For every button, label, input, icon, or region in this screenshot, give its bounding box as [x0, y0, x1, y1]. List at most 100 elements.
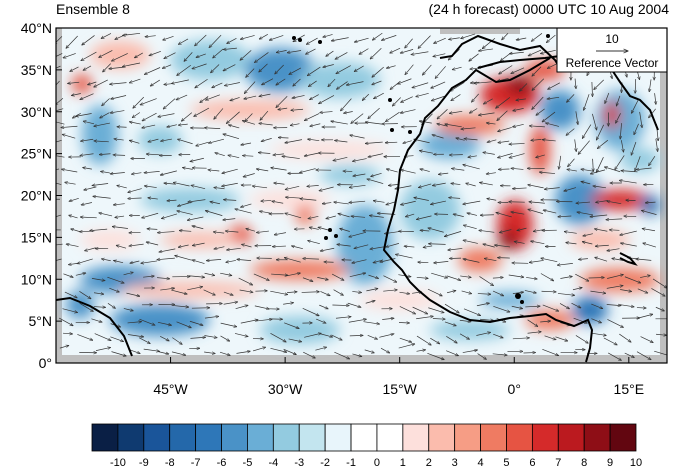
wind-vector — [476, 332, 490, 336]
wind-vector — [590, 214, 608, 217]
wind-vector — [636, 167, 652, 170]
wind-vector — [416, 316, 433, 320]
wind-vector — [498, 153, 513, 157]
wind-vector — [631, 98, 640, 114]
wind-vector — [304, 113, 320, 120]
wind-vector — [284, 258, 301, 263]
wind-vector — [326, 50, 334, 56]
wind-vector — [479, 319, 493, 320]
wind-vector — [288, 338, 302, 342]
wind-vector — [606, 219, 623, 220]
wind-vector — [225, 231, 239, 232]
wind-vector — [353, 173, 366, 176]
wind-vector — [513, 108, 524, 110]
wind-vector — [80, 153, 94, 156]
wind-vector — [431, 272, 447, 278]
wind-vector — [381, 35, 397, 40]
wind-vector — [398, 344, 415, 349]
wind-vector — [582, 124, 592, 139]
wind-vector — [512, 292, 524, 294]
wind-vector — [261, 200, 272, 201]
wind-vector — [322, 203, 332, 204]
wind-vector — [224, 200, 237, 201]
wind-vector — [271, 274, 288, 275]
wind-vector — [94, 79, 108, 87]
wind-vector — [83, 167, 92, 169]
colorbar-label: 1 — [400, 457, 406, 469]
wind-vector — [110, 173, 125, 174]
wind-vector — [546, 34, 556, 42]
wind-vector — [344, 111, 353, 113]
wind-vector — [542, 140, 556, 141]
wind-vector — [300, 168, 316, 173]
wind-vector — [254, 52, 269, 62]
wind-vector — [335, 140, 348, 142]
wind-vector — [336, 81, 348, 90]
wind-vector — [370, 47, 382, 59]
wind-vector — [573, 317, 588, 323]
wind-vector — [459, 320, 471, 322]
wind-vector — [487, 139, 497, 142]
wind-vector — [228, 155, 240, 159]
wind-vector — [416, 92, 429, 96]
wind-vector — [176, 321, 192, 328]
y-tick-label: 30°N — [21, 104, 52, 120]
wind-vector — [434, 261, 449, 263]
wind-vector — [596, 200, 609, 203]
wind-vector — [636, 308, 646, 309]
wind-vector — [276, 95, 288, 107]
wind-vector — [133, 96, 145, 108]
wind-vector — [145, 36, 156, 37]
wind-vector — [649, 155, 656, 166]
y-tick-label: 40°N — [21, 20, 52, 36]
wind-vector — [211, 64, 220, 72]
wind-vector — [241, 203, 252, 207]
colorbar-swatch — [247, 423, 274, 452]
wind-vector — [414, 198, 429, 201]
wind-vector — [514, 242, 525, 244]
wind-vector — [290, 124, 300, 126]
wind-vector — [365, 142, 383, 143]
wind-vector — [307, 185, 319, 186]
wind-vector — [594, 229, 608, 232]
wind-vector — [195, 78, 208, 88]
wind-vector — [83, 65, 92, 70]
wind-vector — [540, 273, 554, 280]
wind-vector — [597, 139, 609, 148]
wind-vector — [450, 82, 465, 91]
colorbar-label: -6 — [217, 457, 227, 469]
wind-vector — [113, 204, 125, 205]
wind-vector — [568, 158, 575, 167]
wind-vector — [528, 209, 543, 214]
wind-vector — [107, 303, 116, 308]
y-tick-label: 25°N — [21, 146, 52, 162]
wind-vector — [241, 142, 252, 145]
wind-vector — [446, 291, 456, 294]
wind-vector — [256, 231, 269, 233]
wind-vector — [94, 333, 111, 341]
wind-vector — [567, 94, 575, 102]
wind-vector — [624, 216, 637, 217]
wind-vector — [56, 155, 65, 158]
wind-vector — [386, 201, 397, 205]
wind-vector — [240, 35, 255, 39]
wind-vector — [269, 35, 284, 40]
wind-vector — [479, 276, 493, 285]
wind-vector — [607, 248, 620, 251]
wind-vector — [582, 242, 593, 245]
colorbar-label: -2 — [320, 457, 330, 469]
wind-vector — [122, 62, 141, 67]
wind-vector — [399, 292, 409, 294]
wind-vector — [635, 79, 636, 93]
wind-vector — [223, 48, 237, 49]
colorbar-label: 5 — [503, 457, 509, 469]
wind-vector — [272, 246, 286, 247]
wind-vector — [525, 306, 540, 307]
wind-vector — [656, 334, 667, 335]
wind-vector — [380, 347, 390, 353]
wind-vector — [411, 51, 429, 55]
wind-vector — [418, 183, 432, 188]
wind-vector — [306, 48, 316, 54]
wind-vector — [529, 126, 545, 127]
wind-vector — [293, 78, 301, 86]
